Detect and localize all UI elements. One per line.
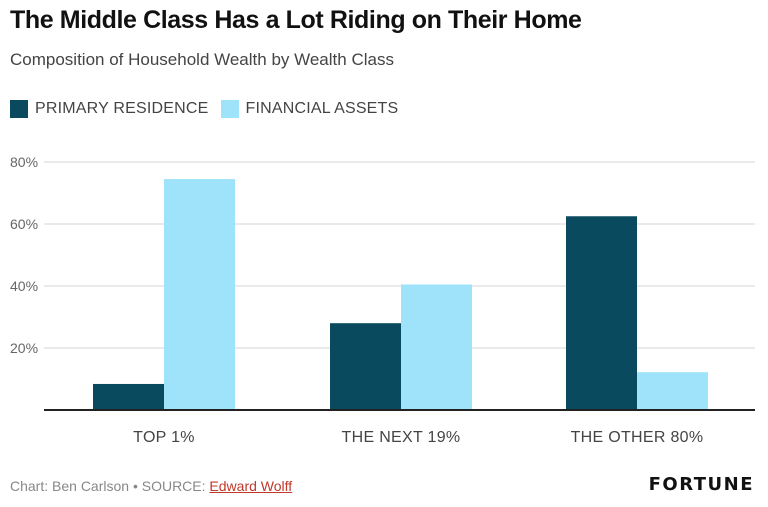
y-tick-label: 20%: [10, 340, 38, 356]
chart-title: The Middle Class Has a Lot Riding on The…: [10, 6, 582, 34]
bar: [637, 372, 708, 410]
legend-item-financial-assets: FINANCIAL ASSETS: [220, 100, 399, 118]
bar: [401, 284, 472, 410]
x-tick-label: THE NEXT 19%: [342, 429, 461, 446]
legend-swatch-primary-residence: [10, 100, 28, 118]
legend-label-financial-assets: FINANCIAL ASSETS: [245, 100, 399, 117]
bar: [164, 179, 235, 410]
legend-item-primary-residence: PRIMARY RESIDENCE: [10, 100, 209, 118]
source-link[interactable]: Edward Wolff: [209, 478, 293, 494]
y-tick-label: 60%: [10, 216, 38, 232]
bar: [566, 216, 637, 410]
bar: [93, 383, 164, 410]
x-tick-label: THE OTHER 80%: [571, 429, 704, 446]
legend: PRIMARY RESIDENCE FINANCIAL ASSETS: [10, 96, 410, 122]
footer-credit: Chart: Ben Carlson • SOURCE: Edward Wolf…: [10, 478, 292, 494]
chart-subtitle: Composition of Household Wealth by Wealt…: [10, 50, 394, 69]
credit-text: Chart: Ben Carlson • SOURCE:: [10, 478, 210, 494]
fortune-logo: FORTUNE: [648, 474, 754, 495]
legend-label-primary-residence: PRIMARY RESIDENCE: [35, 100, 209, 117]
bar: [330, 323, 401, 410]
x-tick-label: TOP 1%: [133, 429, 195, 446]
y-tick-label: 80%: [10, 154, 38, 170]
legend-swatch-financial-assets: [220, 100, 239, 118]
y-tick-label: 40%: [10, 278, 38, 294]
